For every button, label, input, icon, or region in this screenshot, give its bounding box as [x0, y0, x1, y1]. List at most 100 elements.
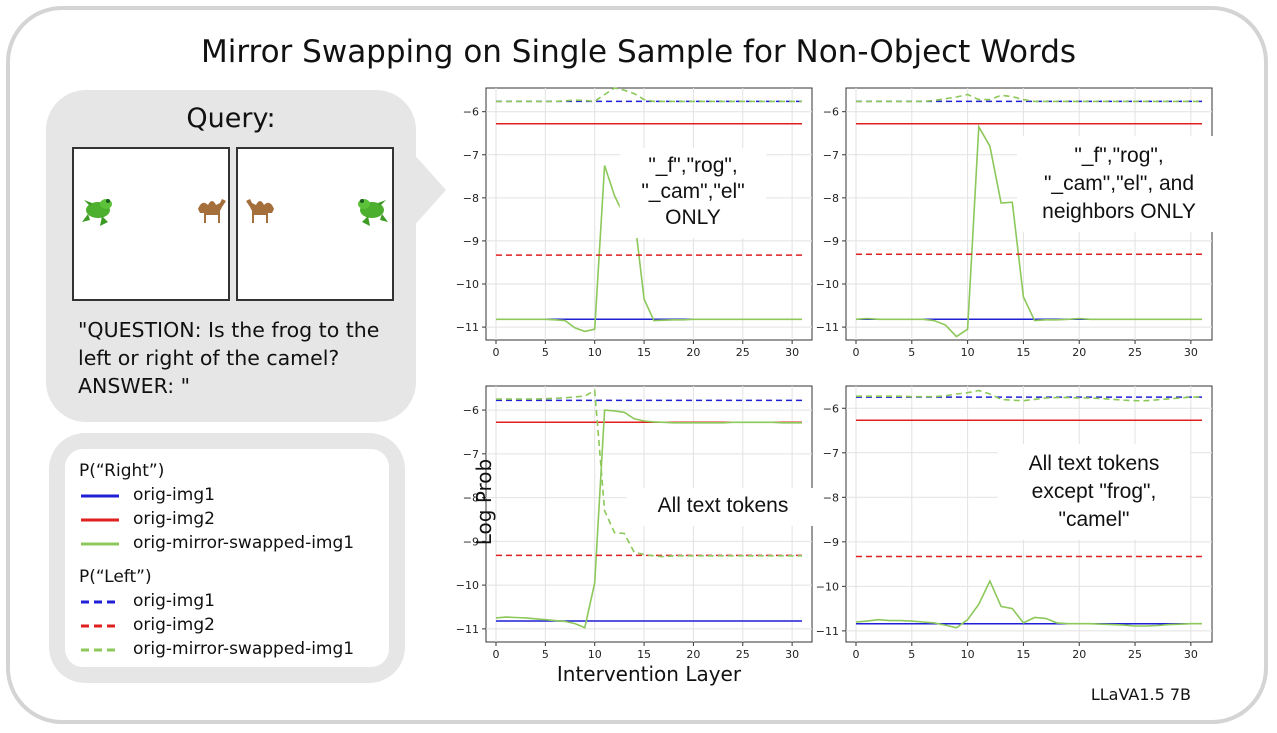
figure-title: Mirror Swapping on Single Sample for Non… — [200, 34, 1077, 70]
x-tick-label: 20 — [1072, 346, 1086, 359]
x-tick-label: 20 — [686, 346, 700, 359]
frog-icon — [358, 199, 388, 226]
y-tick-label: −8 — [463, 492, 479, 505]
legend-swatch — [81, 542, 119, 546]
y-tick-label: −6 — [463, 106, 479, 119]
y-axis-label: Log Prob — [472, 458, 496, 546]
y-tick-label: −8 — [823, 491, 839, 504]
annotation-text: neighbors ONLY — [1042, 200, 1196, 223]
x-tick-label: 10 — [961, 346, 975, 359]
y-tick-label: −11 — [456, 321, 479, 334]
annotation-box — [619, 148, 767, 238]
model-label: LLaVA1.5 7B — [1090, 685, 1191, 704]
query-image-original — [72, 147, 230, 301]
x-tick-label: 5 — [908, 346, 915, 359]
annotation-text: "camel" — [1059, 508, 1130, 531]
x-tick-label: 25 — [1128, 346, 1142, 359]
y-tick-label: −8 — [463, 192, 479, 205]
legend-right-entry: orig-img1 — [79, 485, 379, 507]
annotation-text: except "frog", — [1032, 480, 1157, 503]
legend-swatch — [81, 648, 119, 652]
x-tick-label: 30 — [785, 648, 799, 661]
legend-right-entry: orig-img2 — [79, 509, 379, 531]
legend-swatch — [81, 624, 119, 628]
x-tick-label: 10 — [588, 346, 602, 359]
legend-left-entry: orig-mirror-swapped-img1 — [79, 639, 379, 661]
subplot-2: 0 5 10 15 20 25 30 −6 −7 −8 −9 −10 −11 "_f","rog", "_c… — [816, 87, 1221, 359]
series-line — [855, 124, 1202, 338]
x-tick-label: 0 — [853, 346, 860, 359]
annotation-box — [1017, 136, 1221, 232]
x-tick-label: 15 — [1016, 648, 1030, 661]
x-tick-label: 0 — [493, 648, 500, 661]
y-tick-label: −9 — [463, 235, 479, 248]
y-tick-label: −9 — [463, 535, 479, 548]
y-tick-label: −7 — [823, 149, 839, 162]
x-tick-label: 30 — [1184, 648, 1198, 661]
legend-right-entry: orig-mirror-swapped-img1 — [79, 533, 379, 555]
legend-label: orig-img2 — [133, 509, 215, 529]
y-tick-label: −7 — [823, 447, 839, 460]
annotation-text: All text tokens — [1029, 452, 1160, 475]
camel-icon — [246, 199, 274, 223]
y-tick-label: −11 — [816, 321, 839, 334]
query-label: Query: — [186, 103, 276, 134]
legend-right-header: P(“Right”) — [79, 461, 165, 481]
series-line — [495, 409, 802, 629]
legend-label: orig-mirror-swapped-img1 — [133, 639, 355, 659]
x-tick-label: 15 — [637, 346, 651, 359]
y-tick-label: −9 — [823, 235, 839, 248]
y-tick-label: −10 — [816, 278, 839, 291]
annotation-text: "_f","rog", — [1074, 144, 1163, 167]
query-question: "QUESTION: Is the frog to the left or ri… — [78, 318, 380, 398]
subplot-3: 0 5 10 15 20 25 30 −6 −7 −8 −9 −10 −11 All text token… — [456, 385, 820, 661]
annotation-text: "_cam","el", and — [1044, 172, 1194, 195]
annotation-text: "_cam","el" — [641, 180, 744, 203]
series-line — [856, 389, 1202, 402]
x-tick-label: 25 — [736, 648, 750, 661]
x-axis-label: Intervention Layer — [556, 662, 742, 686]
y-tick-label: −7 — [463, 448, 479, 461]
x-tick-label: 30 — [1184, 346, 1198, 359]
legend-label: orig-img1 — [133, 485, 215, 505]
y-tick-label: −6 — [463, 404, 479, 417]
camel-icon — [198, 199, 226, 223]
annotation-text: ONLY — [665, 206, 721, 229]
x-tick-label: 10 — [961, 648, 975, 661]
frog-icon — [82, 199, 112, 226]
query-image-mirrored — [236, 147, 394, 301]
y-tick-label: −10 — [816, 580, 839, 593]
legend-left-entry: orig-img1 — [79, 591, 379, 613]
x-tick-label: 15 — [1016, 346, 1030, 359]
legend-swatch — [81, 600, 119, 604]
legend-swatch — [81, 518, 119, 522]
subplot-4: 0 5 10 15 20 25 30 −6 −7 −8 −9 −10 −11 All text token… — [816, 385, 1213, 661]
legend-label: orig-mirror-swapped-img1 — [133, 533, 355, 553]
annotation-box — [626, 488, 820, 526]
x-tick-label: 5 — [542, 648, 549, 661]
subplot-1: 0 5 10 15 20 25 30 −6 −7 −8 −9 −10 −11 "_f","rog", "_c… — [456, 87, 813, 359]
series-line — [496, 165, 802, 333]
series-line — [496, 87, 802, 103]
x-tick-label: 20 — [1072, 648, 1086, 661]
x-tick-label: 5 — [542, 346, 549, 359]
y-tick-label: −10 — [456, 278, 479, 291]
query-bubble-tip — [412, 152, 446, 228]
legend-box: P(“Right”) orig-img1 orig-img2 orig-mirror… — [65, 449, 389, 667]
series-line — [856, 93, 1202, 103]
y-tick-label: −10 — [456, 579, 479, 592]
y-tick-label: −11 — [816, 625, 839, 638]
legend-label: orig-img1 — [133, 591, 215, 611]
series-line — [855, 579, 1202, 629]
x-tick-label: 25 — [736, 346, 750, 359]
y-tick-label: −7 — [463, 149, 479, 162]
x-tick-label: 0 — [493, 346, 500, 359]
legend-left-entry: orig-img2 — [79, 615, 379, 637]
x-tick-label: 5 — [908, 648, 915, 661]
annotation-box — [997, 444, 1191, 540]
x-tick-label: 15 — [637, 648, 651, 661]
x-tick-label: 10 — [588, 648, 602, 661]
y-tick-label: −6 — [823, 402, 839, 415]
x-tick-label: 20 — [686, 648, 700, 661]
